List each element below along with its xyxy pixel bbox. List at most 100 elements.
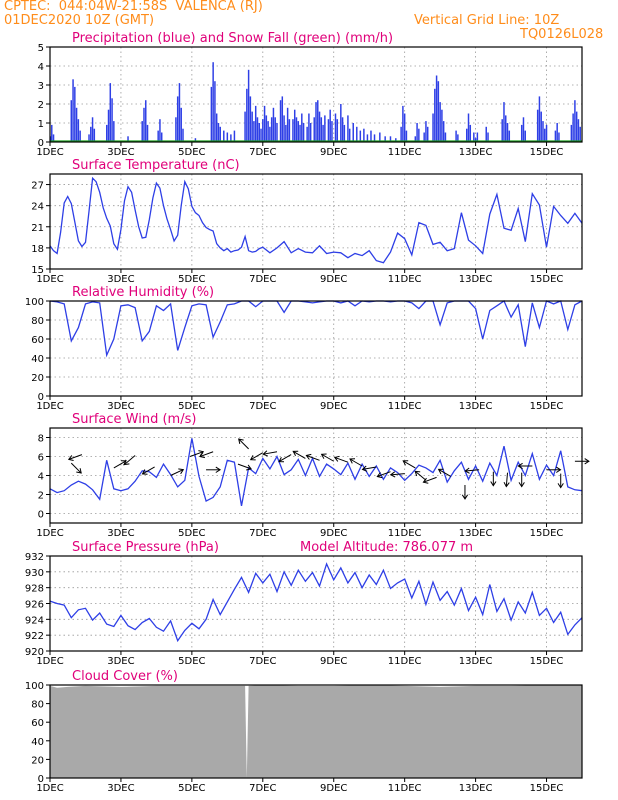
precip-bar (223, 130, 225, 142)
precip-bar (313, 117, 315, 142)
precip-bar (520, 124, 523, 142)
precip-bar (334, 113, 337, 142)
cloud-xtick-label: 11DEC (388, 783, 422, 794)
precip-bar (226, 132, 229, 142)
precip-bar (260, 128, 262, 142)
temp-xtick-label: 15DEC (530, 274, 564, 285)
pressure-ytick-label: 930 (25, 568, 44, 579)
precip-bar (508, 130, 511, 142)
precip-bar (249, 96, 252, 142)
cloud-title: Cloud Cover (%) (72, 669, 178, 684)
cloud-xtick-label: 9DEC (320, 783, 347, 794)
grid-line-note: Vertical Grid Line: 10Z (414, 13, 560, 28)
wind-vector (402, 460, 416, 469)
precip-bar (370, 130, 372, 142)
precip-bar (274, 117, 276, 142)
wind-vector-head (246, 464, 252, 471)
precip-xtick-label: 1DEC (36, 147, 63, 158)
precip-bar (473, 132, 475, 142)
precip-ytick-label: 5 (38, 43, 44, 54)
wind-ytick-label: 2 (38, 491, 44, 502)
wind-vector (438, 469, 452, 477)
precip-bar (270, 117, 273, 142)
rh-ytick-label: 20 (31, 373, 44, 384)
wind-vector (142, 466, 155, 475)
wind-vector (505, 472, 509, 487)
wind-vector (390, 473, 405, 476)
precip-bar (476, 132, 479, 142)
precip-bar (426, 126, 429, 142)
rh-xtick-label: 13DEC (459, 401, 493, 412)
temp-xtick-label: 7DEC (249, 274, 276, 285)
precip-bar (49, 136, 52, 142)
precip-bar (286, 107, 289, 142)
precip-bar (302, 123, 305, 142)
wind-vector-head (67, 455, 74, 461)
precip-bar (111, 98, 113, 142)
precip-bar (487, 132, 489, 142)
wind-line (49, 438, 583, 507)
rh-xtick-label: 3DEC (107, 401, 134, 412)
wind-xtick-label: 13DEC (459, 528, 493, 539)
station-header: CPTEC: 044:04W-21:58S VALENCA (RJ) (4, 0, 263, 14)
wind-vector (349, 458, 363, 467)
precip-bar (254, 105, 257, 142)
precip-bar (272, 107, 275, 142)
wind-vector (414, 470, 427, 481)
wind-vector-head (320, 453, 327, 459)
precip-bar (269, 126, 271, 142)
precip-bar (263, 105, 266, 142)
rh-xtick-label: 5DEC (178, 401, 205, 412)
wind-vector-head (503, 481, 510, 488)
wind-xtick-label: 9DEC (320, 528, 347, 539)
pressure-xtick-label: 15DEC (530, 656, 564, 667)
rh-ytick-label: 80 (31, 316, 44, 327)
precip-frame (49, 46, 583, 143)
cloud-ytick-label: 20 (31, 755, 44, 766)
precip-title: Precipitation (blue) and Snow Fall (gree… (72, 31, 393, 46)
precip-bar (558, 132, 560, 142)
wind-vector-head (376, 472, 383, 479)
precip-bar (384, 136, 386, 142)
precip-bar (331, 121, 333, 142)
precip-bar (485, 126, 487, 142)
precip-bar (402, 105, 404, 142)
temp-ytick-label: 18 (31, 244, 44, 255)
precip-bar (474, 138, 477, 142)
precip-bar (157, 130, 159, 142)
precip-bar (577, 119, 580, 142)
wind-vector-head (141, 469, 148, 475)
precip-bar (457, 134, 459, 142)
precip-bar (230, 134, 232, 142)
pressure-ytick-label: 926 (25, 600, 44, 611)
wind-vector-head (414, 470, 421, 477)
cloud-xtick-label: 15DEC (530, 783, 564, 794)
wind-vector (68, 454, 83, 460)
precip-bar (93, 128, 96, 142)
wind-vector (377, 471, 391, 477)
wind-vector-head (262, 450, 268, 457)
rh-ytick-label: 0 (38, 392, 44, 403)
precip-bar (444, 132, 447, 142)
wind-vector-head (557, 483, 564, 489)
precip-bar (572, 113, 574, 142)
precip-bar (176, 96, 179, 142)
cloud-xtick-label: 13DEC (459, 783, 493, 794)
precip-bar (403, 113, 406, 142)
precip-bar (141, 121, 143, 142)
precip-bar (244, 111, 246, 142)
wind-vector-head (292, 450, 299, 457)
precip-bar (544, 128, 546, 142)
precip-bar (309, 123, 312, 142)
wind-vector-head (518, 482, 525, 488)
precip-bar (178, 83, 181, 142)
precip-ytick-label: 3 (38, 81, 44, 92)
wind-vector (189, 451, 204, 457)
precip-bar (247, 69, 250, 142)
precip-xtick-label: 3DEC (107, 147, 134, 158)
wind-vector-head (422, 477, 429, 484)
pressure-xtick-label: 9DEC (320, 656, 347, 667)
rh-line (49, 300, 583, 358)
precip-bar (465, 128, 468, 142)
